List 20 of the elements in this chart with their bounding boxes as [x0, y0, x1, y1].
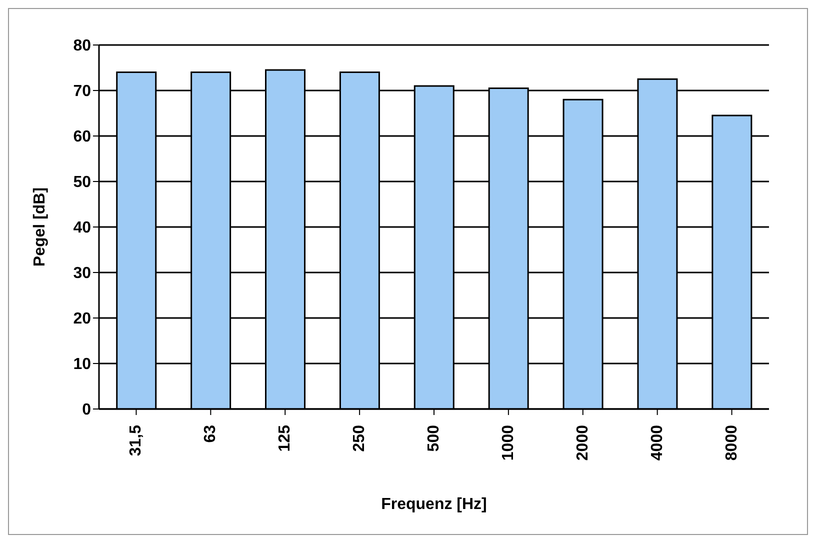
- x-axis-title: Frequenz [Hz]: [381, 496, 487, 513]
- y-tick-label: 40: [73, 220, 92, 237]
- x-tick-label: 31,5: [128, 424, 145, 456]
- y-tick-label: 80: [73, 38, 92, 55]
- x-tick-label: 4000: [648, 424, 666, 461]
- x-tick-label: 2000: [574, 424, 592, 461]
- y-tick-label: 50: [73, 174, 92, 192]
- y-tick-label: 20: [73, 310, 92, 328]
- x-tick-label: 500: [426, 424, 442, 452]
- y-tick-label: 60: [73, 128, 92, 146]
- x-tick-label: 1000: [500, 424, 517, 461]
- x-tick-label: 8000: [723, 424, 740, 461]
- x-tick-label: 63: [202, 424, 220, 443]
- y-tick-label: 30: [73, 265, 92, 282]
- y-tick-label: 70: [73, 83, 92, 100]
- x-tick-label: 125: [276, 424, 294, 452]
- y-tick-label: 10: [73, 356, 92, 374]
- x-tick-label: 250: [351, 424, 368, 452]
- y-axis-title: Pegel [dB]: [32, 187, 49, 267]
- y-tick-label: 0: [82, 402, 92, 419]
